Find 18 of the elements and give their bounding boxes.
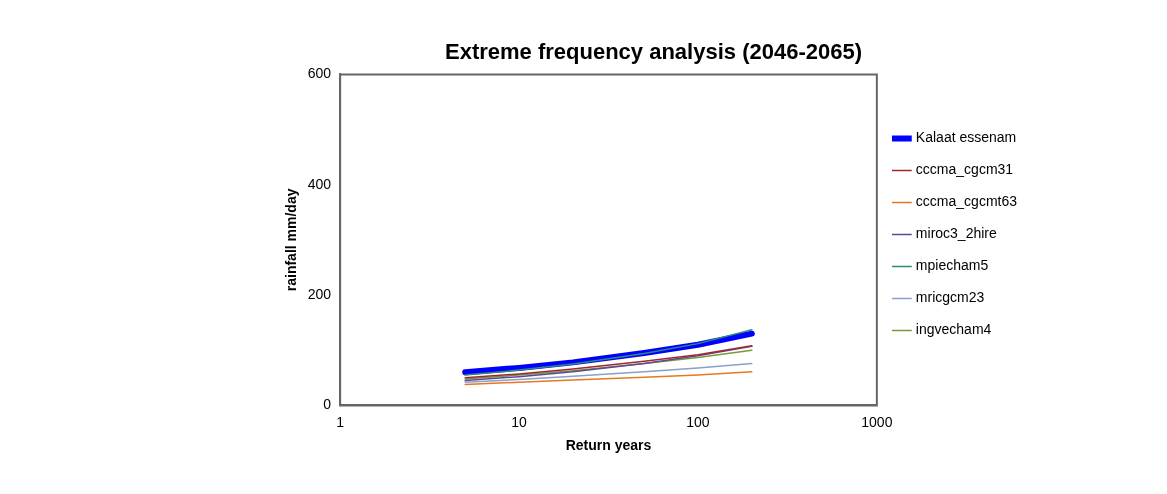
y-tick-label: 400 (307, 175, 332, 192)
x-tick-label: 10 (511, 413, 528, 430)
y-tick-label: 0 (323, 396, 332, 413)
legend-label: Kalaat essenam (915, 129, 1017, 146)
x-axis-title: Return years (565, 437, 652, 454)
legend-label: miroc3_2hire (915, 225, 997, 242)
x-tick-label: 100 (686, 413, 710, 430)
x-tick-label: 1 (336, 413, 345, 430)
legend-label: mricgcm23 (915, 289, 985, 306)
legend-label: mpiecham5 (915, 257, 989, 274)
y-axis-title: rainfall mm/day (283, 188, 300, 292)
legend-label: ingvecham4 (915, 321, 992, 338)
x-tick-label: 1000 (861, 413, 893, 430)
y-tick-label: 200 (307, 285, 332, 302)
legend-label: cccma_cgcmt63 (915, 193, 1018, 210)
legend-label: cccma_cgcm31 (915, 161, 1014, 178)
y-tick-label: 600 (307, 65, 332, 82)
chart-title: Extreme frequency analysis (2046-2065) (444, 39, 863, 65)
